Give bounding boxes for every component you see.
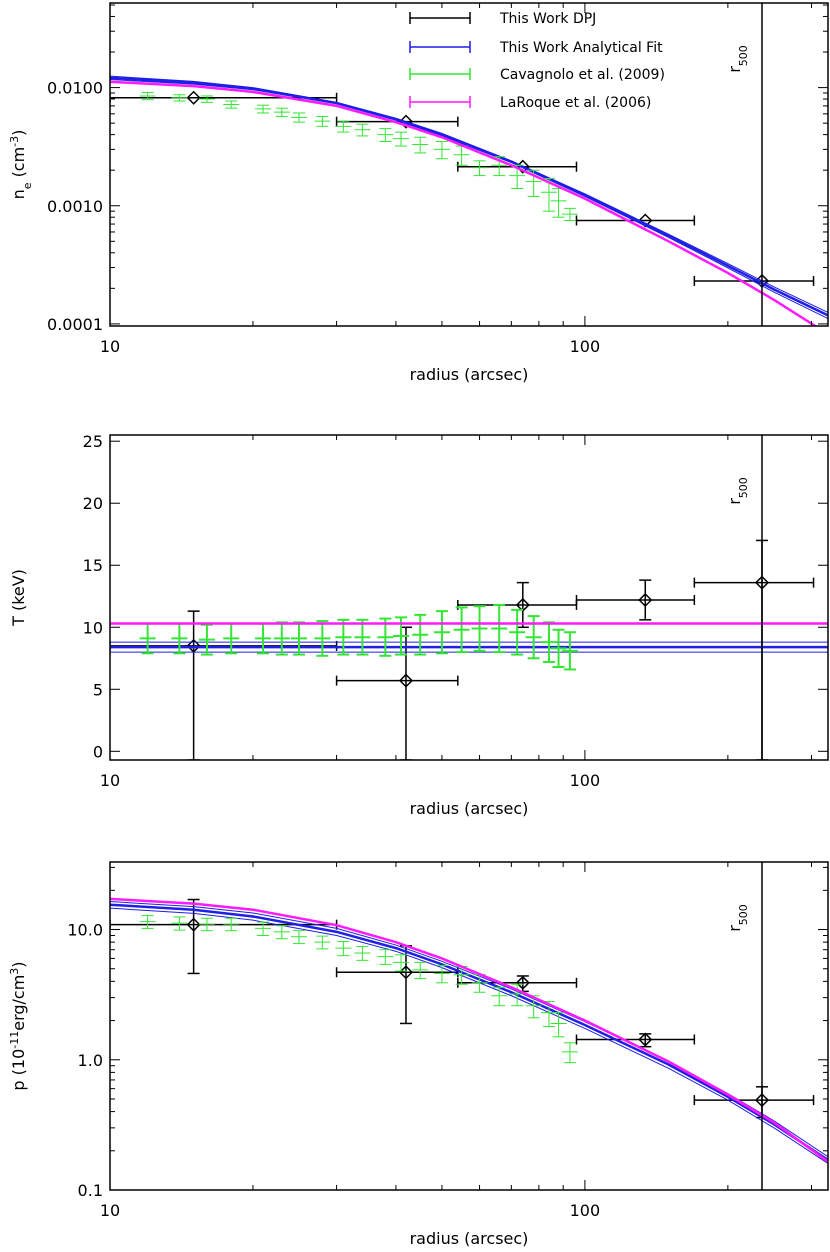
x-axis-label: radius (arcsec): [410, 1229, 529, 1248]
legend-label: This Work DPJ: [499, 11, 596, 27]
axes-frame: [109, 861, 829, 1191]
y-axis-label-part: T (keV): [9, 569, 28, 627]
y-tick-label: 10.0: [67, 921, 103, 940]
axes: 10 100 0 5 10 15 20 25 radius (arcsec) T (keV) r50…: [9, 432, 829, 818]
r500-label: r500: [725, 45, 750, 73]
diamond-marker: [398, 114, 414, 129]
legend-label: LaRoque et al. (2006): [500, 95, 651, 111]
y-axis-label-part: (cm: [9, 147, 28, 183]
y-tick-label: 1.0: [78, 1051, 103, 1070]
x-axis-label: radius (arcsec): [410, 365, 529, 384]
y-tick-label: 10: [83, 618, 103, 637]
x-tick-label: 10: [100, 337, 120, 356]
y-tick-label: 20: [83, 494, 103, 513]
x-axis-label: radius (arcsec): [410, 799, 529, 818]
x-tick-label: 100: [570, 771, 601, 790]
fit-bound: [110, 79, 828, 319]
y-tick-label: 0.0001: [47, 315, 103, 334]
fit-curve: [110, 903, 828, 1162]
r500-label-main: r: [725, 66, 744, 73]
y-axis-label-part: -3: [8, 136, 21, 147]
fit-curve: [110, 80, 818, 326]
y-tick-label: 0.0010: [47, 197, 103, 216]
y-tick-label: 15: [83, 556, 103, 575]
y-axis-label: ne (cm-3): [8, 130, 34, 200]
r500-label-sub: 500: [737, 45, 750, 66]
y-axis-label-part: e: [21, 182, 34, 189]
x-tick-label: 100: [570, 1201, 601, 1220]
diamond-marker: [186, 917, 201, 932]
y-axis-label-part: erg/cm: [9, 975, 28, 1031]
axes-frame: [109, 2, 829, 327]
y-axis-label-part: n: [9, 189, 28, 199]
axes: 10 100 0.0001 0.0010 0.0100 radius (arcsec) ne…: [8, 2, 829, 384]
r500-label-sub: 500: [737, 904, 750, 925]
x-tick-label: 10: [100, 771, 120, 790]
y-tick-label: 0.1: [78, 1181, 103, 1200]
axes: 10 100 0.1 1.0 10.0 radius (arcsec) p (10-11er…: [8, 861, 829, 1248]
y-tick-label: 25: [83, 432, 103, 451]
y-axis-label: T (keV): [9, 569, 28, 627]
diamond-marker: [515, 597, 530, 613]
diamond-marker: [638, 592, 653, 608]
y-axis-label-part: -11: [8, 1031, 21, 1049]
y-tick-label: 0: [93, 742, 103, 761]
plot-area: [110, 539, 828, 760]
axes-frame: [109, 434, 829, 761]
diamond-marker: [186, 90, 201, 105]
y-axis-label-part: ): [9, 130, 28, 136]
diamond-marker: [398, 965, 414, 980]
diamond-marker: [515, 975, 530, 990]
fit-bound: [110, 907, 828, 1164]
diamond-marker: [398, 673, 414, 688]
fit-bound: [110, 75, 828, 313]
y-axis-label-part: p (10: [9, 1049, 28, 1091]
r500-label-sub: 500: [737, 477, 750, 498]
y-axis-label: p (10-11erg/cm3): [8, 961, 29, 1090]
fit-curve: [110, 897, 828, 1163]
r500-label: r500: [725, 904, 750, 932]
y-tick-label: 0.0100: [47, 79, 103, 98]
diamond-marker: [638, 1032, 653, 1047]
r500-label-main: r: [725, 925, 744, 932]
fit-bound: [110, 901, 828, 1158]
plot-area: [110, 75, 828, 326]
r500-label: r500: [725, 477, 750, 505]
x-tick-label: 100: [570, 337, 601, 356]
y-axis-label-part: ): [9, 961, 28, 967]
x-tick-label: 10: [100, 1201, 120, 1220]
legend-label: Cavagnolo et al. (2009): [500, 67, 665, 83]
r500-label-main: r: [725, 498, 744, 505]
legend-label: This Work Analytical Fit: [499, 40, 663, 56]
plot-area: [110, 897, 828, 1164]
y-tick-label: 5: [93, 680, 103, 699]
y-axis-label-part: 3: [8, 968, 21, 975]
fit-curve: [110, 76, 828, 317]
